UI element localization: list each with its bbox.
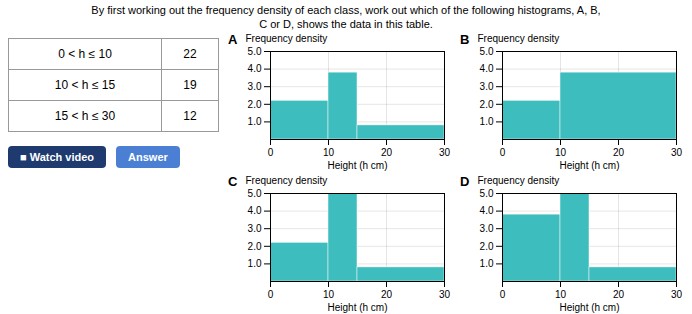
svg-text:Height (h cm): Height (h cm)	[559, 302, 619, 313]
html-text:15 < h ≤ 30: 15 < h ≤ 30	[54, 109, 116, 123]
svg-text:10: 10	[323, 147, 335, 158]
html-text:By first working out the frequ: By first working out the frequency densi…	[91, 4, 601, 16]
svg-text:30: 30	[439, 147, 451, 158]
html-text:■ Watch video: ■ Watch video	[20, 151, 95, 163]
html-text:10 < h ≤ 15: 10 < h ≤ 15	[54, 78, 116, 92]
svg-text:4.0: 4.0	[480, 63, 494, 74]
svg-text:2.0: 2.0	[248, 241, 262, 252]
svg-text:5.0: 5.0	[480, 188, 494, 199]
svg-text:5.0: 5.0	[480, 46, 494, 57]
svg-text:3.0: 3.0	[248, 81, 262, 92]
svg-text:4.0: 4.0	[480, 205, 494, 216]
html-text:22: 22	[183, 47, 197, 61]
svg-text:30: 30	[671, 147, 683, 158]
svg-text:Height (h cm): Height (h cm)	[327, 302, 387, 313]
svg-text:1.0: 1.0	[248, 258, 262, 269]
svg-text:Frequency density: Frequency density	[246, 33, 328, 44]
svg-text:5.0: 5.0	[248, 46, 262, 57]
svg-text:0: 0	[500, 289, 506, 300]
svg-text:1.0: 1.0	[248, 116, 262, 127]
html-text:12: 12	[183, 109, 197, 123]
svg-text:10: 10	[323, 289, 335, 300]
svg-text:Height (h cm): Height (h cm)	[327, 160, 387, 171]
svg-text:2.0: 2.0	[248, 99, 262, 110]
html-text:Answer: Answer	[128, 151, 168, 163]
svg-text:3.0: 3.0	[248, 223, 262, 234]
html-text:A: A	[228, 32, 238, 47]
svg-text:3.0: 3.0	[480, 223, 494, 234]
svg-text:2.0: 2.0	[480, 99, 494, 110]
svg-text:4.0: 4.0	[248, 63, 262, 74]
svg-text:2.0: 2.0	[480, 241, 494, 252]
svg-text:10: 10	[555, 147, 567, 158]
svg-text:20: 20	[381, 147, 393, 158]
svg-text:Frequency density: Frequency density	[246, 175, 328, 186]
svg-text:0: 0	[268, 289, 274, 300]
svg-text:1.0: 1.0	[480, 258, 494, 269]
svg-text:Frequency density: Frequency density	[478, 33, 560, 44]
svg-text:10: 10	[555, 289, 567, 300]
svg-text:30: 30	[439, 289, 451, 300]
svg-text:20: 20	[613, 147, 625, 158]
svg-text:0: 0	[268, 147, 274, 158]
html-text:B: B	[460, 32, 470, 47]
html-text:19: 19	[183, 78, 197, 92]
html-text:C or D, shows the data in this: C or D, shows the data in this table.	[259, 18, 433, 30]
html-text:C: C	[228, 174, 238, 189]
html-text:D: D	[460, 174, 470, 189]
svg-text:30: 30	[671, 289, 683, 300]
svg-text:5.0: 5.0	[248, 188, 262, 199]
svg-text:1.0: 1.0	[480, 116, 494, 127]
svg-text:3.0: 3.0	[480, 81, 494, 92]
svg-text:Height (h cm): Height (h cm)	[559, 160, 619, 171]
svg-text:Frequency density: Frequency density	[478, 175, 560, 186]
svg-text:20: 20	[381, 289, 393, 300]
svg-text:4.0: 4.0	[248, 205, 262, 216]
svg-text:20: 20	[613, 289, 625, 300]
html-text:0 < h ≤ 10: 0 < h ≤ 10	[58, 47, 112, 61]
svg-text:0: 0	[500, 147, 506, 158]
